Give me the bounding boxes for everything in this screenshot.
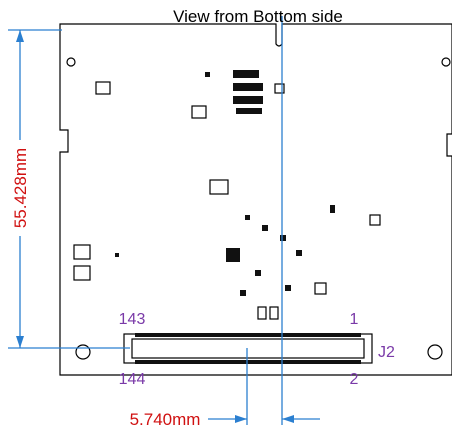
pin-label: 2 [350, 371, 359, 388]
title: View from Bottom side [173, 7, 343, 26]
label-bg [10, 140, 30, 236]
hole [66, 57, 76, 67]
arrow [282, 415, 294, 423]
hole [427, 344, 443, 360]
arrow [16, 30, 24, 42]
connector-body [131, 338, 365, 359]
components [73, 70, 381, 320]
connector-label: J2 [378, 344, 395, 361]
connector-pins [135, 360, 361, 364]
pin-label: 144 [119, 371, 146, 388]
arrow [16, 336, 24, 348]
arrow [235, 415, 247, 423]
pin-label: 143 [119, 311, 146, 328]
pin-label: 1 [350, 311, 359, 328]
horizontal-dimension: 5.740mm [130, 410, 201, 429]
hole [441, 57, 451, 67]
connector-pins [135, 333, 361, 337]
vertical-dimension: 55.428mm [11, 148, 30, 228]
hole [75, 344, 91, 360]
